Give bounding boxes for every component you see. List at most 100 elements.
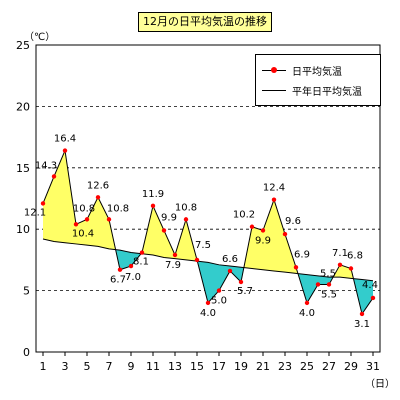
warm-fill-area bbox=[43, 176, 54, 242]
x-tick-label: 3 bbox=[62, 360, 69, 373]
legend-label-daily: 日平均気温 bbox=[292, 67, 342, 78]
data-point bbox=[216, 288, 222, 293]
x-tick-label: 13 bbox=[168, 360, 182, 373]
y-tick-label: 5 bbox=[23, 285, 30, 298]
data-point bbox=[238, 279, 244, 285]
x-tick-label: 19 bbox=[234, 360, 248, 373]
data-point bbox=[271, 197, 277, 202]
x-tick-label: 15 bbox=[190, 360, 204, 373]
x-axis-unit: （日） bbox=[365, 379, 395, 390]
x-tick-label: 29 bbox=[344, 360, 358, 373]
data-label: 5.5 bbox=[321, 289, 337, 300]
y-tick-label: 25 bbox=[16, 39, 30, 52]
data-label: 3.1 bbox=[354, 319, 370, 330]
data-label: 5.0 bbox=[211, 296, 227, 307]
data-point bbox=[51, 174, 57, 179]
data-point bbox=[337, 262, 343, 268]
x-tick-label: 11 bbox=[146, 360, 160, 373]
y-tick-label: 20 bbox=[16, 100, 30, 113]
legend-marker-swatch bbox=[271, 67, 277, 73]
data-point bbox=[84, 217, 90, 222]
data-point bbox=[128, 263, 134, 269]
y-tick-label: 15 bbox=[16, 162, 30, 175]
data-point bbox=[293, 265, 299, 270]
x-tick-label: 23 bbox=[278, 360, 292, 373]
cold-fill-area bbox=[120, 250, 131, 270]
data-point bbox=[205, 300, 211, 306]
data-point bbox=[106, 217, 112, 222]
cold-fill-area bbox=[362, 279, 373, 314]
data-point bbox=[117, 267, 123, 272]
data-point bbox=[370, 295, 376, 301]
cold-fill-area bbox=[318, 275, 329, 285]
data-label: 6.6 bbox=[222, 254, 238, 265]
data-point bbox=[326, 282, 332, 287]
data-point bbox=[227, 268, 233, 274]
data-label: 7.9 bbox=[165, 260, 181, 271]
warm-fill-area bbox=[153, 205, 164, 258]
y-tick-label: 0 bbox=[23, 346, 30, 359]
data-label: 5.7 bbox=[237, 286, 253, 297]
data-label: 9.9 bbox=[255, 235, 271, 246]
legend-label-normal: 平年日平均気温 bbox=[292, 87, 362, 98]
x-tick-label: 21 bbox=[256, 360, 270, 373]
legend-line-swatch bbox=[262, 90, 286, 91]
legend: 日平均気温 平年日平均気温 bbox=[255, 54, 381, 106]
x-tick-label: 25 bbox=[300, 360, 314, 373]
data-label: 10.8 bbox=[175, 202, 197, 213]
x-tick-label: 1 bbox=[40, 360, 47, 373]
warm-fill-area bbox=[252, 226, 263, 270]
data-label: 16.4 bbox=[54, 134, 76, 145]
cold-fill-area bbox=[307, 274, 318, 303]
data-label: 7.1 bbox=[332, 248, 348, 259]
data-point bbox=[139, 250, 145, 255]
data-point bbox=[172, 252, 178, 258]
data-point bbox=[73, 222, 79, 227]
data-point bbox=[95, 195, 101, 200]
data-label: 14.3 bbox=[35, 160, 57, 171]
data-label: 5.5 bbox=[320, 268, 336, 279]
warm-fill-area bbox=[54, 150, 65, 243]
data-label: 12.1 bbox=[24, 207, 46, 218]
data-label: 6.9 bbox=[294, 249, 310, 260]
warm-fill-area bbox=[76, 219, 87, 246]
x-tick-label: 9 bbox=[128, 360, 135, 373]
data-label: 4.0 bbox=[200, 308, 216, 319]
data-label: 6.8 bbox=[347, 250, 363, 261]
legend-item-daily: 日平均気温 bbox=[256, 62, 380, 78]
data-label: 4.0 bbox=[299, 308, 315, 319]
data-label: 10.2 bbox=[233, 210, 255, 221]
x-tick-label: 5 bbox=[84, 360, 91, 373]
x-tick-label: 7 bbox=[106, 360, 113, 373]
data-label: 6.7 bbox=[110, 275, 126, 286]
cold-fill-area bbox=[208, 262, 219, 303]
warm-fill-area bbox=[87, 197, 98, 247]
chart-title: 12月の日平均気温の推移 bbox=[138, 12, 272, 32]
data-point bbox=[359, 311, 365, 317]
data-label: 11.9 bbox=[142, 189, 164, 200]
data-label: 9.9 bbox=[161, 212, 177, 223]
data-point bbox=[194, 257, 200, 263]
data-label: 4.4 bbox=[362, 280, 378, 291]
warm-fill-area bbox=[98, 197, 109, 249]
x-tick-label: 27 bbox=[322, 360, 336, 373]
data-label: 10.4 bbox=[72, 228, 94, 239]
data-label: 10.8 bbox=[73, 203, 95, 214]
data-point bbox=[150, 203, 156, 209]
cold-fill-area bbox=[219, 264, 230, 291]
data-label: 12.6 bbox=[87, 180, 109, 191]
data-point bbox=[183, 217, 189, 222]
data-label: 7.5 bbox=[195, 240, 211, 251]
data-point bbox=[249, 224, 255, 229]
y-axis-unit: （℃） bbox=[24, 32, 56, 43]
data-label: 7.0 bbox=[125, 272, 141, 283]
warm-fill-area bbox=[340, 264, 351, 279]
data-label: 10.8 bbox=[107, 203, 129, 214]
y-tick-label: 10 bbox=[16, 223, 30, 236]
warm-fill-area bbox=[65, 150, 76, 244]
legend-item-normal: 平年日平均気温 bbox=[256, 82, 380, 98]
data-point bbox=[260, 228, 266, 233]
warm-fill-area bbox=[274, 199, 285, 273]
x-tick-label: 17 bbox=[212, 360, 226, 373]
